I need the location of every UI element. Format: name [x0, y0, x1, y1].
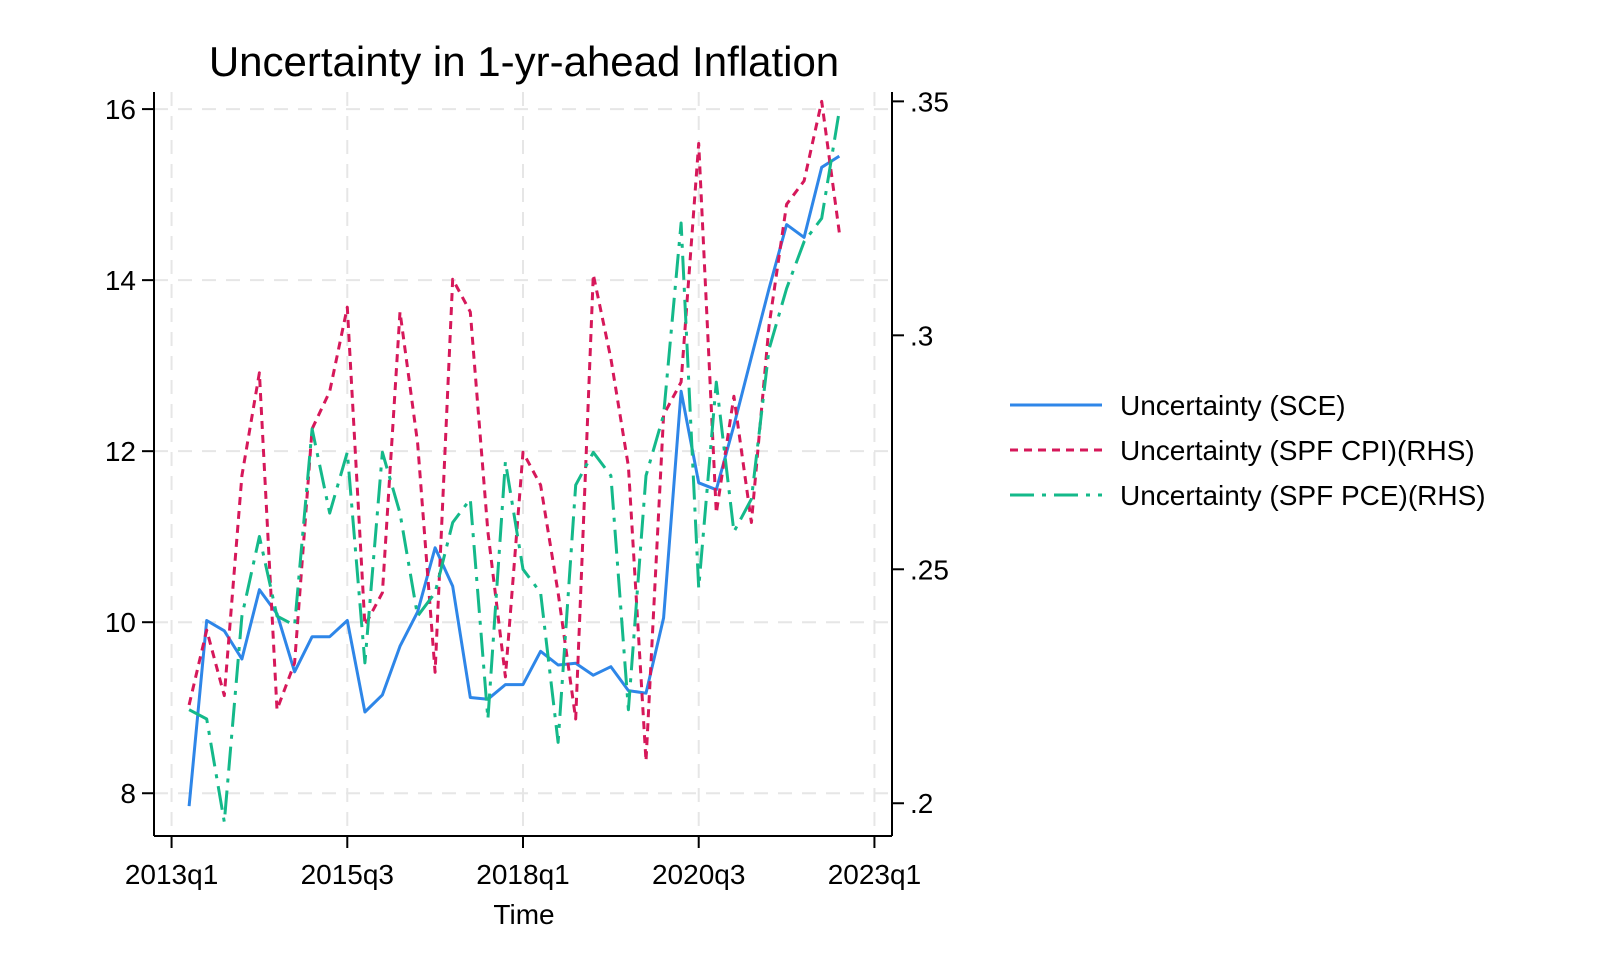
x-tick-label: 2013q1	[125, 859, 218, 890]
y-right-tick-label: .3	[910, 320, 933, 351]
x-tick-label: 2020q3	[652, 859, 745, 890]
y-left-axis-ticks: 8 10 12 14 16	[105, 94, 154, 809]
x-tick-label: 2018q1	[476, 859, 569, 890]
y-right-tick-label: .2	[910, 788, 933, 819]
y-right-tick-label: .25	[910, 554, 949, 585]
x-axis-title: Time	[493, 899, 554, 930]
y-left-tick-label: 14	[105, 265, 136, 296]
series-layer	[187, 99, 841, 824]
legend: Uncertainty (SCE) Uncertainty (SPF CPI)(R…	[1010, 390, 1486, 511]
chart-title: Uncertainty in 1-yr-ahead Inflation	[209, 38, 839, 85]
x-axis-ticks: 2013q1 2015q3 2018q1 2020q3 2023q1	[125, 836, 921, 890]
y-left-tick-label: 8	[120, 778, 136, 809]
legend-label-spf_pce: Uncertainty (SPF PCE)(RHS)	[1120, 480, 1486, 511]
legend-label-sce: Uncertainty (SCE)	[1120, 390, 1346, 421]
y-right-axis-ticks: .2 .25 .3 .35	[892, 86, 949, 819]
y-right-tick-label: .35	[910, 86, 949, 117]
y-left-tick-label: 10	[105, 607, 136, 638]
series-line-spf_cpi	[187, 99, 841, 763]
series-line-sce	[187, 154, 841, 807]
legend-label-spf_cpi: Uncertainty (SPF CPI)(RHS)	[1120, 435, 1475, 466]
x-tick-label: 2015q3	[301, 859, 394, 890]
series-line-spf_pce	[188, 110, 841, 824]
y-left-tick-label: 16	[105, 94, 136, 125]
y-left-tick-label: 12	[105, 436, 136, 467]
x-tick-label: 2023q1	[828, 859, 921, 890]
